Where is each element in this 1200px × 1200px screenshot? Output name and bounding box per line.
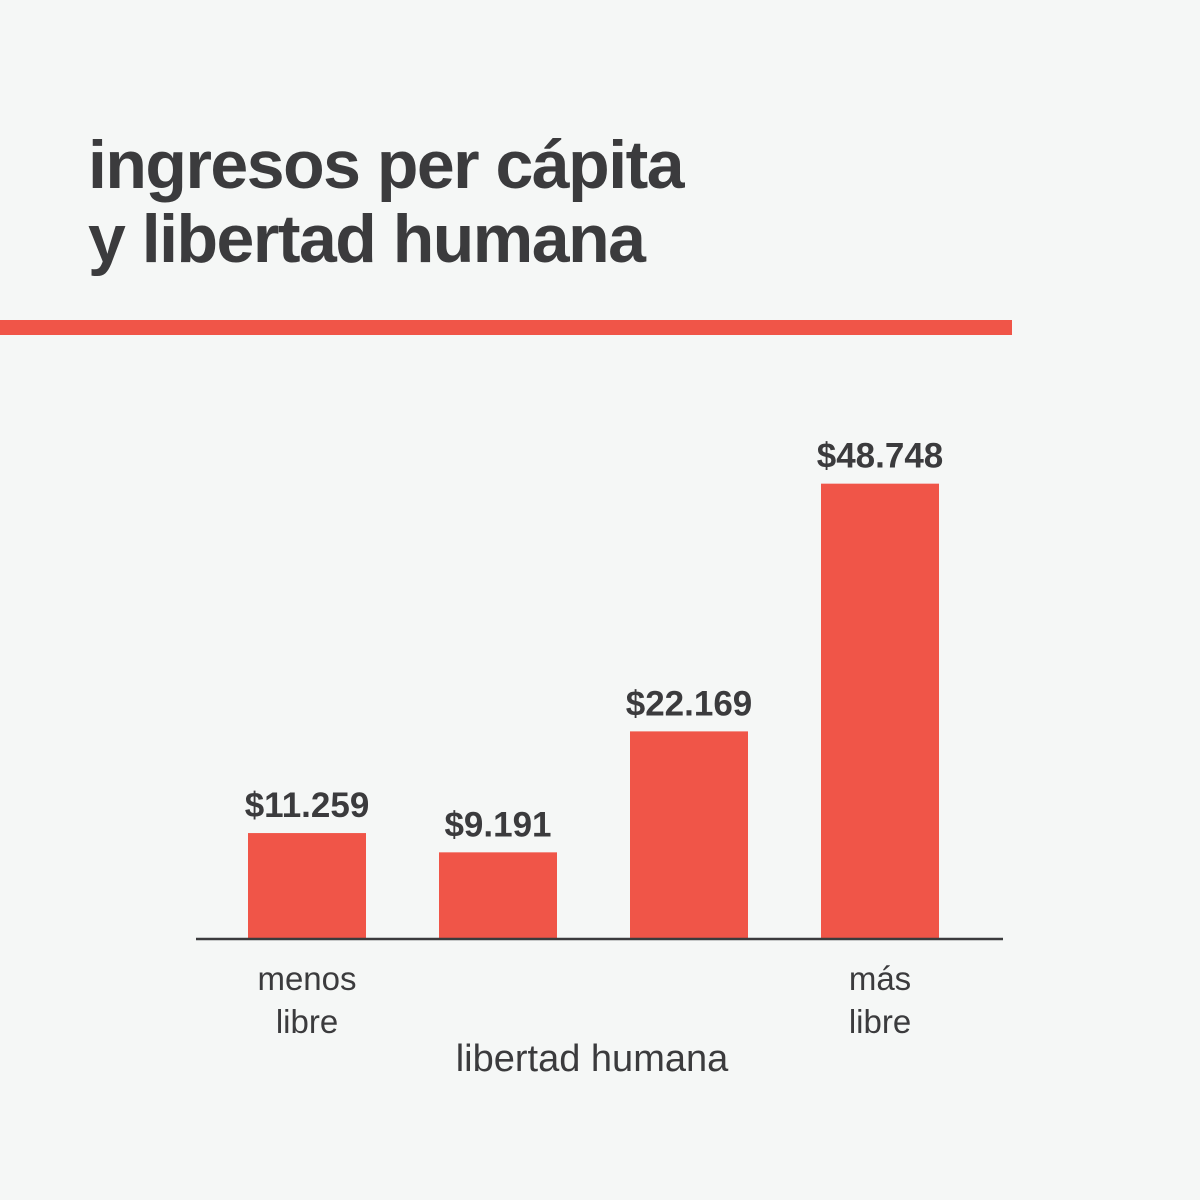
bar xyxy=(630,731,748,938)
value-label: $22.169 xyxy=(626,684,753,723)
value-label: $9.191 xyxy=(444,805,551,844)
x-tick-label: más xyxy=(849,960,911,997)
bar xyxy=(248,833,366,938)
x-axis-title: libertad humana xyxy=(456,1038,729,1080)
title-line-2: y libertad humana xyxy=(88,201,646,277)
title-line-1: ingresos per cápita xyxy=(88,127,685,203)
bar xyxy=(821,483,939,938)
chart-title: ingresos per cápita y libertad humana xyxy=(88,127,685,277)
value-label: $48.748 xyxy=(817,437,944,476)
x-tick-label: menos xyxy=(257,960,356,997)
x-tick-label: libre xyxy=(849,1003,911,1040)
x-tick-label: libre xyxy=(276,1003,338,1040)
value-label: $11.259 xyxy=(245,786,370,825)
title-divider xyxy=(0,320,1012,335)
bar xyxy=(439,852,557,938)
